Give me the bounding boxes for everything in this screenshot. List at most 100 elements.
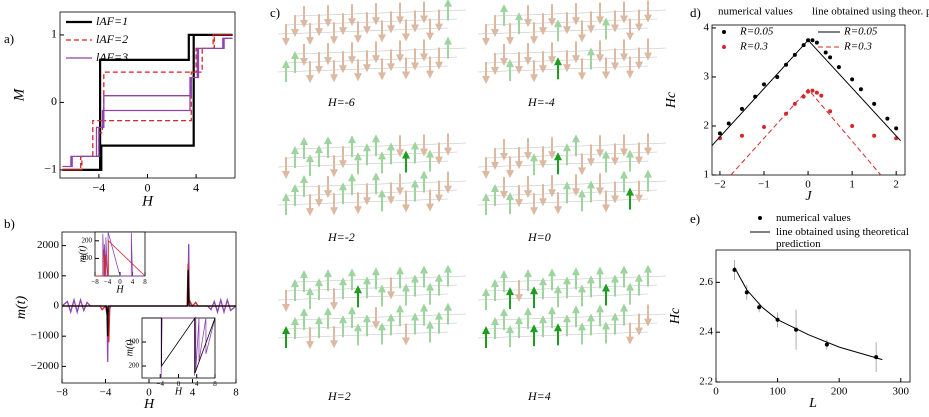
spin-head bbox=[530, 324, 538, 332]
spin-head bbox=[363, 314, 371, 322]
field-label: H=4 bbox=[527, 389, 551, 403]
spin-head bbox=[548, 189, 556, 197]
spin-head bbox=[587, 313, 595, 321]
spin-head bbox=[444, 0, 452, 7]
y-tick-label: 1000 bbox=[37, 269, 60, 281]
spin-head bbox=[506, 59, 514, 67]
legend-label: R=0.3 bbox=[843, 41, 872, 53]
spin-head bbox=[602, 18, 610, 26]
spin-head bbox=[611, 25, 619, 33]
spin-head bbox=[444, 303, 452, 311]
spin-head bbox=[626, 150, 634, 158]
spin-head bbox=[563, 64, 571, 72]
series-line bbox=[712, 40, 901, 145]
legend-label: lAF=3 bbox=[96, 50, 128, 64]
spin-head bbox=[378, 189, 386, 197]
spin-head bbox=[506, 325, 514, 333]
spin-head bbox=[602, 151, 610, 159]
spin-head bbox=[482, 38, 490, 46]
legend-heading: line obtained using theor. prediction bbox=[812, 6, 929, 18]
y-tick-label: −2000 bbox=[31, 360, 60, 372]
spin-head bbox=[387, 142, 395, 150]
data-point bbox=[859, 87, 863, 91]
spin-head bbox=[620, 149, 628, 157]
lattice-edge bbox=[496, 48, 666, 54]
spin-head bbox=[596, 54, 604, 62]
x-axis-label: J bbox=[805, 189, 812, 204]
spin-head bbox=[354, 35, 362, 43]
spin-head bbox=[611, 63, 619, 71]
spin-head bbox=[354, 285, 362, 293]
spin-head bbox=[420, 54, 428, 62]
spin-head bbox=[396, 54, 404, 62]
x-axis-label: H bbox=[174, 386, 183, 397]
y-tick-label: −1 bbox=[44, 162, 57, 176]
x-tick-label: 0 bbox=[145, 181, 151, 195]
spin-head bbox=[363, 197, 371, 205]
spin-head bbox=[324, 190, 332, 198]
spin-head bbox=[635, 157, 643, 165]
x-tick-label: 200 bbox=[831, 385, 848, 397]
lattice-edge bbox=[496, 143, 666, 149]
data-point bbox=[740, 134, 744, 138]
spin-head bbox=[548, 306, 556, 314]
y-tick-label: 1 bbox=[704, 169, 710, 181]
spin-head bbox=[572, 305, 580, 313]
spin-head bbox=[411, 275, 419, 283]
spin-head bbox=[524, 57, 532, 65]
spin-head bbox=[563, 26, 571, 34]
spin-head bbox=[291, 51, 299, 59]
spin-head bbox=[500, 4, 508, 12]
lattice-edge bbox=[296, 143, 466, 149]
lattice-edge bbox=[496, 181, 666, 187]
spin-head bbox=[315, 28, 323, 36]
spin-head bbox=[378, 34, 386, 42]
spin-head bbox=[330, 169, 338, 177]
spin-head bbox=[363, 26, 371, 34]
spin-head bbox=[500, 308, 508, 316]
spin-head bbox=[354, 73, 362, 81]
spin-head bbox=[435, 312, 443, 320]
x-tick-label: 4 bbox=[190, 386, 196, 398]
spin-head bbox=[282, 38, 290, 46]
legend-swatch bbox=[758, 216, 762, 220]
spin-head bbox=[602, 284, 610, 292]
y-axis-label: m(t) bbox=[77, 245, 88, 262]
spin-head bbox=[354, 206, 362, 214]
data-point bbox=[872, 134, 876, 138]
spin-head bbox=[578, 167, 586, 175]
spin-head bbox=[435, 195, 443, 203]
x-tick-label: 1 bbox=[849, 178, 855, 190]
spin-head bbox=[515, 12, 523, 20]
legend-label: lAF=1 bbox=[96, 14, 128, 28]
spin-head bbox=[348, 268, 356, 276]
spin-head bbox=[420, 266, 428, 274]
lattice-edge bbox=[487, 19, 657, 25]
spin-head bbox=[578, 72, 586, 80]
spin-head bbox=[348, 18, 356, 26]
spin-head bbox=[482, 288, 490, 296]
x-axis-label: L bbox=[808, 396, 817, 411]
lattice-edge bbox=[496, 314, 666, 320]
spin-head bbox=[426, 204, 434, 212]
x-tick-label: −2 bbox=[714, 178, 726, 190]
spin-head bbox=[282, 193, 290, 201]
spin-head bbox=[411, 142, 419, 150]
data-point bbox=[872, 102, 876, 106]
spin-head bbox=[387, 63, 395, 71]
spin-head bbox=[596, 304, 604, 312]
spin-head bbox=[402, 151, 410, 159]
spin-head bbox=[378, 151, 386, 159]
spin-head bbox=[596, 149, 604, 157]
field-label: H=2 bbox=[327, 389, 351, 403]
spin-head bbox=[411, 180, 419, 188]
data-point bbox=[824, 50, 828, 54]
spin-head bbox=[348, 306, 356, 314]
spin-head bbox=[620, 304, 628, 312]
x-axis-label: H bbox=[115, 284, 124, 295]
spin-head bbox=[596, 266, 604, 274]
spin-head bbox=[402, 205, 410, 213]
spin-head bbox=[530, 153, 538, 161]
y-tick-label: 200 bbox=[129, 362, 140, 370]
spin-head bbox=[387, 196, 395, 204]
